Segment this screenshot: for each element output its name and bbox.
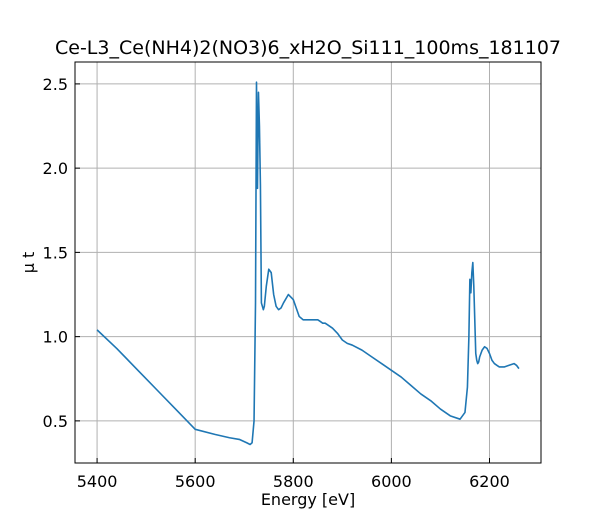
- y-tick-label-0: 0.5: [43, 412, 68, 431]
- chart-title: Ce-L3_Ce(NH4)2(NO3)6_xH2O_Si111_100ms_18…: [55, 37, 561, 59]
- grid: [75, 62, 541, 463]
- x-axis-label: Energy [eV]: [261, 490, 355, 509]
- series-line: [96, 81, 520, 446]
- y-tick-label-1: 1.0: [43, 328, 68, 347]
- y-tick-label-4: 2.5: [43, 75, 68, 94]
- y-tick-label-3: 2.0: [43, 159, 68, 178]
- x-tick-label-4: 6200: [469, 472, 510, 491]
- y-tick-label-2: 1.5: [43, 243, 68, 262]
- y-axis-label: μ t: [19, 252, 38, 274]
- x-tick-label-0: 5400: [77, 472, 118, 491]
- x-tick-label-2: 5800: [273, 472, 314, 491]
- x-tick-label-1: 5600: [175, 472, 216, 491]
- plot-frame: [74, 61, 542, 464]
- axes: 5400 5600 5800 6000 6200 0.5 1.0 1.5 2.0 2.5: [43, 61, 542, 491]
- labels: Ce-L3_Ce(NH4)2(NO3)6_xH2O_Si111_100ms_18…: [19, 37, 561, 509]
- series-layer: [96, 81, 520, 446]
- x-tick-label-3: 6000: [371, 472, 412, 491]
